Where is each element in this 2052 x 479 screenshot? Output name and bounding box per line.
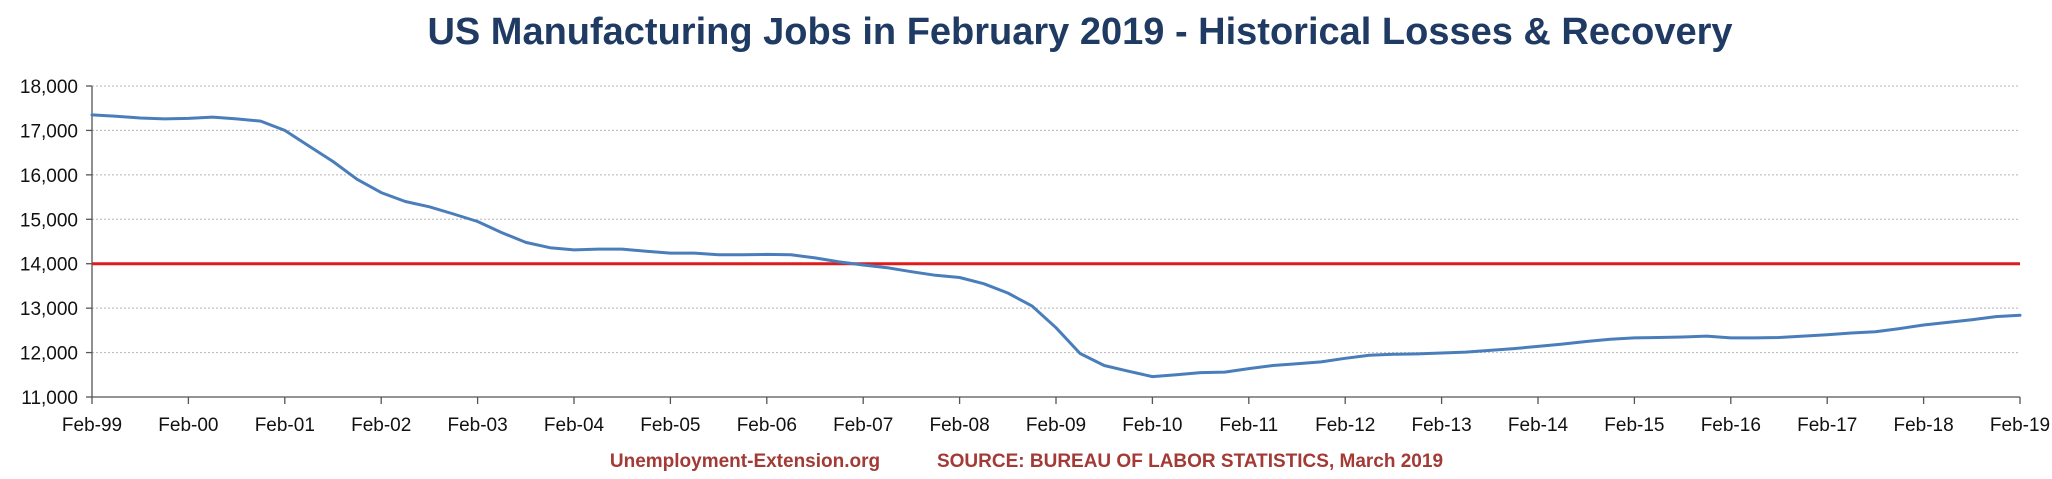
x-tick-label: Feb-99 <box>62 415 122 436</box>
x-tick-label: Feb-19 <box>1990 415 2050 436</box>
y-tick-label: 18,000 <box>20 77 78 98</box>
x-axis-tick-labels: Feb-99 Feb-00 Feb-01 Feb-02 Feb-03 Feb-04 Feb-… <box>62 415 2050 436</box>
y-axis-tick-labels: 11,000 12,000 13,000 14,000 15,000 16,000 17,0… <box>20 77 78 409</box>
series-line <box>90 113 2022 379</box>
gridlines <box>92 85 2020 354</box>
x-tick-label: Feb-06 <box>737 415 797 436</box>
credit-source: SOURCE: BUREAU OF LABOR STATISTICS, Marc… <box>937 451 1443 472</box>
chart-title: US Manufacturing Jobs in February 2019 -… <box>427 11 1732 53</box>
x-tick-label: Feb-00 <box>158 415 218 436</box>
y-tick-label: 14,000 <box>20 255 78 276</box>
x-tick-label: Feb-02 <box>351 415 411 436</box>
y-tick-label: 15,000 <box>20 210 78 231</box>
x-tick-label: Feb-08 <box>929 415 989 436</box>
x-tick-label: Feb-15 <box>1604 415 1664 436</box>
x-tick-label: Feb-13 <box>1411 415 1471 436</box>
x-tick-label: Feb-16 <box>1701 415 1761 436</box>
axes <box>86 85 2021 404</box>
x-tick-label: Feb-07 <box>833 415 893 436</box>
x-tick-label: Feb-12 <box>1315 415 1375 436</box>
y-tick-label: 17,000 <box>20 121 78 142</box>
y-tick-label: 16,000 <box>20 166 78 187</box>
x-tick-label: Feb-10 <box>1122 415 1182 436</box>
x-tick-label: Feb-09 <box>1026 415 1086 436</box>
x-tick-label: Feb-01 <box>255 415 315 436</box>
y-tick-label: 11,000 <box>21 388 78 409</box>
y-tick-label: 13,000 <box>20 299 78 320</box>
x-tick-label: Feb-03 <box>447 415 507 436</box>
x-tick-label: Feb-18 <box>1893 415 1953 436</box>
x-tick-label: Feb-11 <box>1219 415 1278 436</box>
x-tick-label: Feb-05 <box>640 415 700 436</box>
y-tick-label: 12,000 <box>20 344 78 365</box>
x-tick-label: Feb-17 <box>1797 415 1857 436</box>
x-tick-label: Feb-04 <box>544 415 605 436</box>
x-tick-label: Feb-14 <box>1508 415 1569 436</box>
series-group <box>90 113 2022 379</box>
credit-site: Unemployment-Extension.org <box>610 451 880 472</box>
